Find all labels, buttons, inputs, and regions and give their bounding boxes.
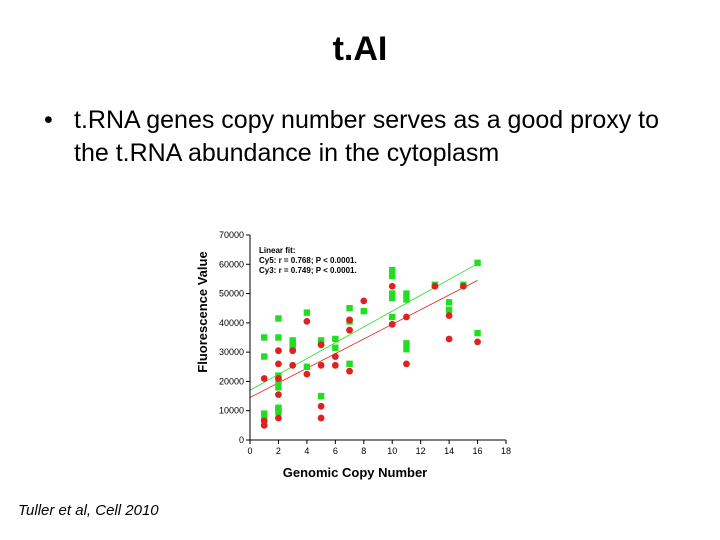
data-point-square bbox=[474, 329, 481, 337]
y-tick-label: 60000 bbox=[219, 259, 244, 269]
bullet-dot: • bbox=[44, 106, 53, 134]
scatter-chart-svg: 0 2 4 6 8 10 12 14 16 18 0 10000 20000 30000 40000 500… bbox=[195, 230, 511, 480]
data-point-square bbox=[474, 259, 481, 267]
data-point-circle bbox=[317, 402, 325, 410]
data-point-circle bbox=[275, 391, 282, 399]
citation: Tuller et al, Cell 2010 bbox=[18, 502, 159, 519]
y-axis-label: Fluorescence Value bbox=[195, 251, 210, 372]
data-point-square bbox=[403, 346, 410, 353]
y-tick-label: 70000 bbox=[219, 230, 244, 240]
fit-line-cy3 bbox=[249, 280, 478, 398]
data-point-circle bbox=[289, 347, 297, 355]
y-tick-label: 50000 bbox=[219, 289, 244, 299]
data-point-square bbox=[275, 334, 282, 341]
fit-annotation: Linear fit: Cy5: r = 0.768; P < 0.0001. … bbox=[259, 246, 357, 275]
x-tick-label: 6 bbox=[333, 446, 338, 456]
bullet-text: t.RNA genes copy number serves as a good… bbox=[74, 106, 660, 167]
data-point-circle bbox=[260, 417, 268, 425]
data-point-square bbox=[389, 313, 396, 321]
x-tick-label: 14 bbox=[444, 446, 454, 456]
data-point-circle bbox=[388, 282, 396, 290]
data-point-circle bbox=[474, 338, 481, 346]
data-point-square bbox=[346, 305, 353, 312]
data-point-square bbox=[445, 306, 453, 313]
data-point-circle bbox=[445, 312, 453, 319]
data-point-square bbox=[389, 272, 396, 280]
data-point-square bbox=[445, 299, 453, 306]
data-point-square bbox=[403, 340, 410, 347]
data-point-square bbox=[389, 290, 396, 297]
x-tick-label: 12 bbox=[416, 446, 426, 456]
x-tick-label: 2 bbox=[276, 446, 281, 456]
data-point-circle bbox=[331, 353, 339, 360]
data-point-square bbox=[261, 334, 268, 341]
data-point-circle bbox=[317, 361, 325, 369]
data-point-square bbox=[303, 309, 311, 316]
data-point-circle bbox=[346, 367, 353, 375]
data-point-circle bbox=[303, 370, 311, 378]
data-point-circle bbox=[346, 326, 353, 334]
data-points bbox=[260, 259, 481, 429]
data-point-square bbox=[403, 290, 410, 297]
data-point-circle bbox=[275, 375, 282, 382]
data-point-square bbox=[261, 353, 268, 360]
fit-annotation-cy3: Cy3: r = 0.749; P < 0.0001. bbox=[259, 266, 357, 275]
data-point-circle bbox=[431, 282, 439, 290]
data-point-square bbox=[317, 337, 325, 344]
data-point-square bbox=[303, 363, 311, 370]
x-axis-label: Genomic Copy Number bbox=[283, 465, 427, 480]
data-point-square bbox=[389, 266, 396, 274]
data-point-square bbox=[332, 344, 339, 351]
data-point-square bbox=[403, 296, 410, 303]
data-point-circle bbox=[403, 360, 410, 368]
data-point-circle bbox=[317, 414, 325, 422]
data-point-circle bbox=[317, 341, 325, 349]
fit-line-cy5 bbox=[249, 263, 478, 391]
data-point-square bbox=[317, 392, 325, 400]
y-ticks: 0 10000 20000 30000 40000 50000 60000 70000 bbox=[219, 230, 250, 445]
data-point-square bbox=[346, 360, 353, 368]
data-point-circle bbox=[360, 297, 368, 305]
x-tick-label: 16 bbox=[473, 446, 483, 456]
data-point-circle bbox=[289, 361, 297, 369]
y-tick-label: 20000 bbox=[219, 376, 244, 386]
fit-annotation-title: Linear fit: bbox=[259, 246, 295, 255]
data-point-circle bbox=[303, 317, 311, 325]
data-point-circle bbox=[388, 320, 396, 328]
y-tick-label: 40000 bbox=[219, 318, 244, 328]
fit-annotation-cy5: Cy5: r = 0.768; P < 0.0001. bbox=[259, 256, 357, 265]
data-point-square bbox=[275, 384, 282, 391]
data-point-circle bbox=[275, 414, 282, 422]
data-point-square bbox=[389, 294, 396, 302]
data-point-square bbox=[332, 335, 339, 343]
data-point-circle bbox=[346, 316, 353, 324]
fit-lines bbox=[249, 263, 478, 398]
y-tick-label: 0 bbox=[239, 435, 244, 445]
x-tick-label: 8 bbox=[361, 446, 366, 456]
y-tick-label: 30000 bbox=[219, 347, 244, 357]
y-tick-label: 10000 bbox=[219, 406, 244, 416]
data-point-circle bbox=[331, 361, 339, 369]
data-point-circle bbox=[459, 282, 467, 290]
x-tick-label: 0 bbox=[247, 446, 252, 456]
data-point-square bbox=[360, 307, 367, 315]
data-point-circle bbox=[260, 375, 268, 382]
data-point-circle bbox=[275, 360, 282, 368]
x-tick-label: 4 bbox=[304, 446, 309, 456]
scatter-chart: 0 2 4 6 8 10 12 14 16 18 0 10000 20000 30000 40000 500… bbox=[190, 222, 520, 484]
data-point-square bbox=[275, 406, 282, 413]
x-tick-label: 18 bbox=[501, 446, 511, 456]
data-point-square bbox=[275, 315, 282, 322]
x-ticks: 0 2 4 6 8 10 12 14 16 18 bbox=[247, 440, 511, 456]
data-point-circle bbox=[275, 347, 282, 355]
data-point-circle bbox=[445, 335, 453, 343]
data-point-square bbox=[289, 343, 296, 350]
x-tick-label: 10 bbox=[387, 446, 397, 456]
data-point-square bbox=[261, 410, 268, 417]
data-point-circle bbox=[403, 313, 410, 321]
slide-title: t.AI bbox=[332, 30, 388, 68]
